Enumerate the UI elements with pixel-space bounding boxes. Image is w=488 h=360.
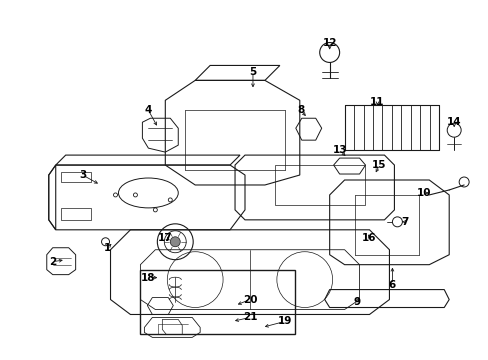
Text: 14: 14 — [446, 117, 461, 127]
Text: 1: 1 — [103, 243, 111, 253]
Text: 6: 6 — [388, 280, 395, 289]
Text: 11: 11 — [369, 97, 384, 107]
Text: 21: 21 — [242, 312, 257, 323]
Text: 4: 4 — [144, 105, 152, 115]
Text: 13: 13 — [332, 145, 346, 155]
Text: 16: 16 — [362, 233, 376, 243]
Text: 5: 5 — [249, 67, 256, 77]
Text: 7: 7 — [401, 217, 408, 227]
Text: 8: 8 — [297, 105, 304, 115]
Bar — [140, 270, 294, 334]
Text: 9: 9 — [353, 297, 360, 306]
Text: 15: 15 — [371, 160, 386, 170]
Text: 2: 2 — [49, 257, 56, 267]
Text: 10: 10 — [416, 188, 431, 198]
Text: 18: 18 — [141, 273, 155, 283]
Text: 20: 20 — [242, 294, 257, 305]
Text: 19: 19 — [277, 316, 291, 327]
Text: 12: 12 — [322, 37, 336, 48]
Text: 17: 17 — [158, 233, 172, 243]
Circle shape — [170, 237, 180, 247]
Text: 3: 3 — [79, 170, 86, 180]
